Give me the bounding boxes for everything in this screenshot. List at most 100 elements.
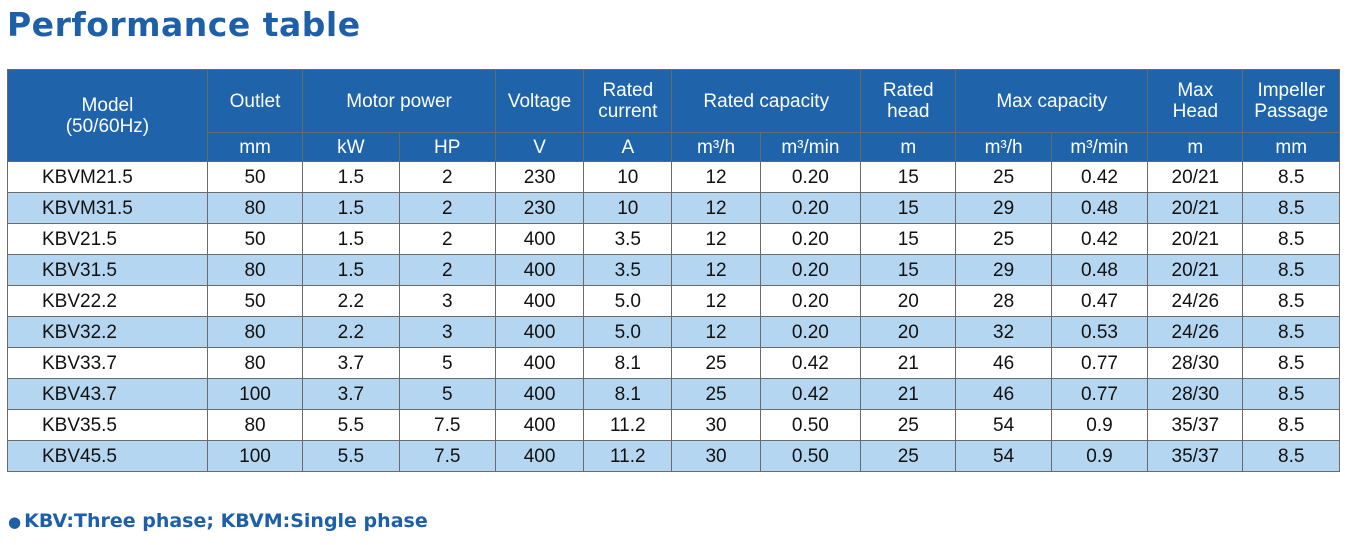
header-impeller-line2: Passage [1254,101,1329,122]
unit-cell: kW [302,132,400,162]
table-cell: 3 [398,285,496,317]
table-cell: 30 [671,409,761,441]
unit-cell: HP [398,132,496,162]
table-cell: 8.5 [1242,254,1340,286]
table-cell: 20 [860,316,957,348]
table-cell: 8.1 [583,378,673,410]
header-model: Model (50/60Hz) [7,69,208,162]
model-cell: KBV21.5 [7,223,208,255]
header-row: Model (50/60Hz) Outlet Motor power Volta… [7,69,1340,162]
model-cell: KBV22.2 [7,285,208,317]
table-cell: 1.5 [302,161,400,193]
header-model-label: Model [81,94,134,116]
table-cell: 0.48 [1050,192,1149,224]
table-cell: 0.42 [1050,223,1149,255]
table-cell: 30 [671,440,761,472]
performance-table: Model (50/60Hz) Outlet Motor power Volta… [7,69,1340,472]
table-cell: 12 [671,285,761,317]
table-cell: 5.0 [583,285,673,317]
table-cell: 3.7 [302,347,400,379]
unit-cell: m [1147,132,1244,162]
model-cell: KBV43.7 [7,378,208,410]
table-cell: 25 [671,378,761,410]
table-cell: 20/21 [1147,192,1244,224]
table-cell: 0.42 [759,378,862,410]
table-cell: 8.5 [1242,440,1340,472]
unit-cell: mm [206,132,304,162]
table-cell: 3.5 [583,254,673,286]
table-cell: 15 [860,192,957,224]
header-impeller-passage: Impeller Passage [1242,69,1340,133]
header-motor-power: Motor power [302,69,496,133]
table-cell: 15 [860,223,957,255]
model-cell: KBVM31.5 [7,192,208,224]
header-rated-current: Rated current [583,69,673,133]
table-cell: 400 [494,409,585,441]
table-body: KBVM21.5 50 1.5 2 230 10 12 0.20 15 25 0.42 20/21 8.… [7,161,1340,472]
table-cell: 11.2 [583,409,673,441]
header-rated-current-line2: current [598,101,658,122]
table-cell: 0.20 [759,316,862,348]
table-cell: 2.2 [302,285,400,317]
table-cell: 28/30 [1147,347,1244,379]
table-cell: 400 [494,347,585,379]
table-cell: 25 [955,223,1052,255]
table-cell: 0.77 [1050,378,1149,410]
table-cell: 80 [206,347,304,379]
table-cell: 21 [860,378,957,410]
table-cell: 0.9 [1050,440,1149,472]
table-cell: 24/26 [1147,316,1244,348]
table-cell: 54 [955,409,1052,441]
table-cell: 1.5 [302,192,400,224]
model-cell: KBV31.5 [7,254,208,286]
table-cell: 400 [494,440,585,472]
model-cell: KBV32.2 [7,316,208,348]
table-cell: 8.5 [1242,409,1340,441]
table-cell: 2 [398,223,496,255]
table-cell: 0.20 [759,254,862,286]
units-row: mm kW HP V A m³/h m³/min m m³/h m³/min m… [8,132,1340,162]
table-cell: 2 [398,192,496,224]
header-max-head-line2: Head [1172,101,1219,122]
table-cell: 0.53 [1050,316,1149,348]
page-title: Performance table [7,5,361,44]
header-outlet: Outlet [206,69,304,133]
table-cell: 0.48 [1050,254,1149,286]
table-row: KBVM21.5 50 1.5 2 230 10 12 0.20 15 25 0.42 20/21 8.… [7,161,1340,193]
table-cell: 3.7 [302,378,400,410]
table-cell: 5.5 [302,409,400,441]
header-rated-head-line2: head [887,101,930,122]
header-max-capacity: Max capacity [955,69,1149,133]
table-cell: 400 [494,223,585,255]
table-cell: 12 [671,316,761,348]
table-cell: 0.77 [1050,347,1149,379]
table-cell: 35/37 [1147,440,1244,472]
table-cell: 1.5 [302,223,400,255]
table-row: KBV35.5 80 5.5 7.5 400 11.2 30 0.50 25 54 0.9 35/37… [7,409,1340,441]
table-cell: 54 [955,440,1052,472]
table-row: KBV21.5 50 1.5 2 400 3.5 12 0.20 15 25 0.42 20/21 8.… [7,223,1340,255]
table-row: KBV22.2 50 2.2 3 400 5.0 12 0.20 20 28 0.47 24/26 8.… [7,285,1340,317]
table-cell: 20/21 [1147,254,1244,286]
table-cell: 230 [494,192,585,224]
table-cell: 5 [398,347,496,379]
table-cell: 25 [860,409,957,441]
table-cell: 12 [671,161,761,193]
table-cell: 29 [955,192,1052,224]
table-cell: 80 [206,254,304,286]
phase-note: ● KBV:Three phase; KBVM:Single phase [8,506,428,537]
table-cell: 230 [494,161,585,193]
table-cell: 400 [494,285,585,317]
table-row: KBV33.7 80 3.7 5 400 8.1 25 0.42 21 46 0.77 28/30 8.… [7,347,1340,379]
table-cell: 10 [583,192,673,224]
table-cell: 8.1 [583,347,673,379]
header-rated-head-line1: Rated [882,80,934,101]
unit-cell: mm [1242,132,1340,162]
table-cell: 8.5 [1242,316,1340,348]
table-cell: 3.5 [583,223,673,255]
table-cell: 2 [398,161,496,193]
table-cell: 0.50 [759,409,862,441]
table-cell: 25 [860,440,957,472]
table-cell: 0.20 [759,285,862,317]
unit-cell: m³/h [671,132,761,162]
